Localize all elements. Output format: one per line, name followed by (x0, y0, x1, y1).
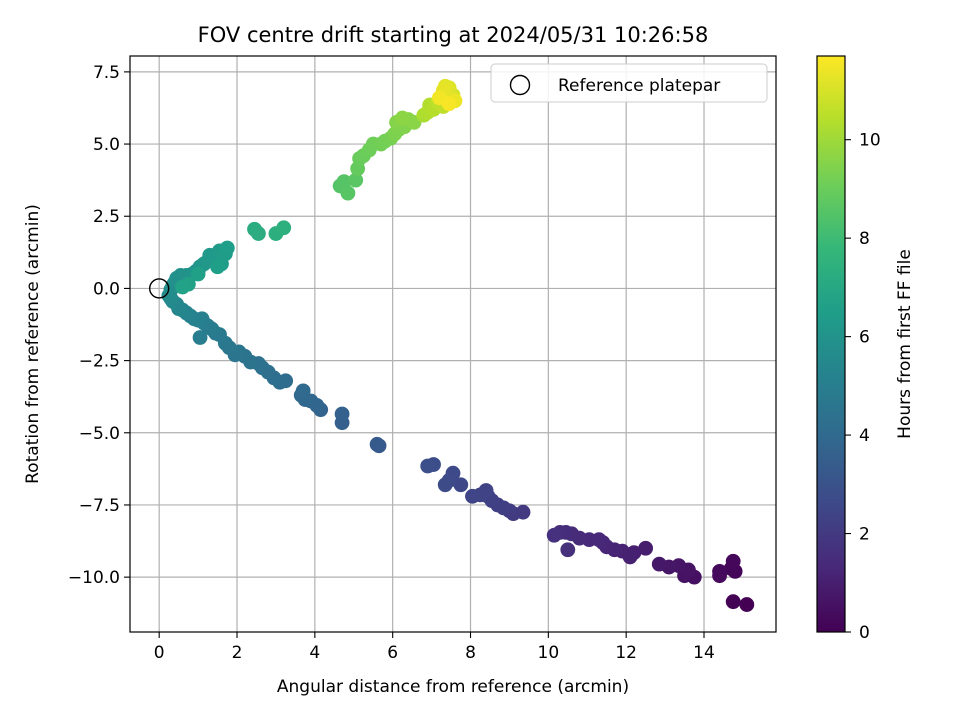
grid-lines (130, 56, 776, 632)
colorbar-tick-label: 6 (859, 328, 870, 348)
scatter-point (725, 594, 741, 610)
x-tick-label: 6 (387, 643, 398, 663)
scatter-point (420, 458, 436, 474)
scatter-point (560, 542, 576, 558)
x-axis-ticks: 0 2 4 6 8 10 12 14 (154, 632, 715, 663)
scatter-points (161, 78, 755, 612)
scatter-point (725, 553, 741, 569)
scatter-point (465, 488, 480, 504)
legend-box (490, 63, 768, 103)
y-tick-label: −2.5 (79, 352, 120, 372)
scatter-point (453, 477, 469, 493)
x-tick-label: 10 (538, 643, 560, 663)
scatter-point (395, 110, 410, 126)
scatter-point (340, 185, 356, 201)
colorbar-label: Hours from first FF file (895, 249, 915, 439)
x-tick-label: 8 (465, 643, 476, 663)
scatter-point (441, 96, 457, 112)
y-tick-label: 7.5 (93, 63, 120, 83)
scatter-point (336, 174, 352, 189)
scatter-point (437, 477, 453, 493)
colorbar-tick-label: 10 (859, 131, 881, 151)
scatter-point (210, 259, 225, 275)
x-tick-label: 0 (154, 643, 165, 663)
scatter-point (251, 226, 266, 241)
y-tick-label: 0.0 (93, 279, 120, 299)
scatter-point (546, 527, 562, 543)
x-tick-label: 4 (309, 643, 320, 663)
scatter-point (219, 240, 235, 256)
colorbar-tick-label: 4 (859, 426, 870, 446)
colorbar-tick-label: 2 (859, 525, 870, 545)
colorbar-ticks: 0 2 4 6 8 10 (845, 131, 881, 643)
legend: Reference platepar (490, 63, 768, 103)
y-axis-ticks: 7.5 5.0 2.5 0.0 −2.5 −5.0 −7.5 −10.0 (68, 63, 130, 588)
reference-platepar-marker (148, 278, 170, 299)
y-tick-label: −10.0 (68, 568, 120, 588)
legend-label: Reference platepar (558, 76, 720, 96)
scatter-point (638, 540, 654, 556)
legend-marker-open-circle (509, 74, 531, 96)
colorbar-frame (816, 55, 846, 633)
scatter-point (190, 266, 206, 282)
scatter-point (334, 406, 350, 422)
scatter-point (192, 330, 208, 345)
y-tick-label: 5.0 (93, 135, 120, 155)
x-tick-label: 14 (693, 643, 715, 663)
x-axis-label: Angular distance from reference (arcmin) (277, 677, 629, 697)
scatter-point (276, 220, 292, 236)
y-tick-label: −5.0 (79, 424, 120, 444)
scatter-point (739, 597, 755, 612)
scatter-point (712, 568, 727, 584)
x-tick-label: 2 (232, 643, 243, 663)
plot-frame (129, 55, 777, 633)
colorbar: 0 2 4 6 8 10 Hours from first FF file (816, 55, 915, 643)
reference-marker-group (148, 278, 170, 299)
colorbar-gradient (817, 56, 845, 632)
scatter-point (369, 436, 385, 452)
scatter-point (295, 383, 311, 399)
colorbar-tick-label: 8 (859, 229, 870, 249)
scatter-point (348, 172, 364, 188)
scatter-point (175, 279, 190, 295)
chart-title: FOV centre drift starting at 2024/05/31 … (198, 23, 709, 47)
y-axis-label: Rotation from reference (arcmin) (23, 204, 43, 484)
colorbar-tick-label: 0 (859, 623, 870, 643)
y-tick-label: 2.5 (93, 207, 120, 227)
y-tick-label: −7.5 (79, 496, 120, 516)
x-tick-label: 12 (615, 643, 637, 663)
scatter-point (651, 556, 667, 572)
